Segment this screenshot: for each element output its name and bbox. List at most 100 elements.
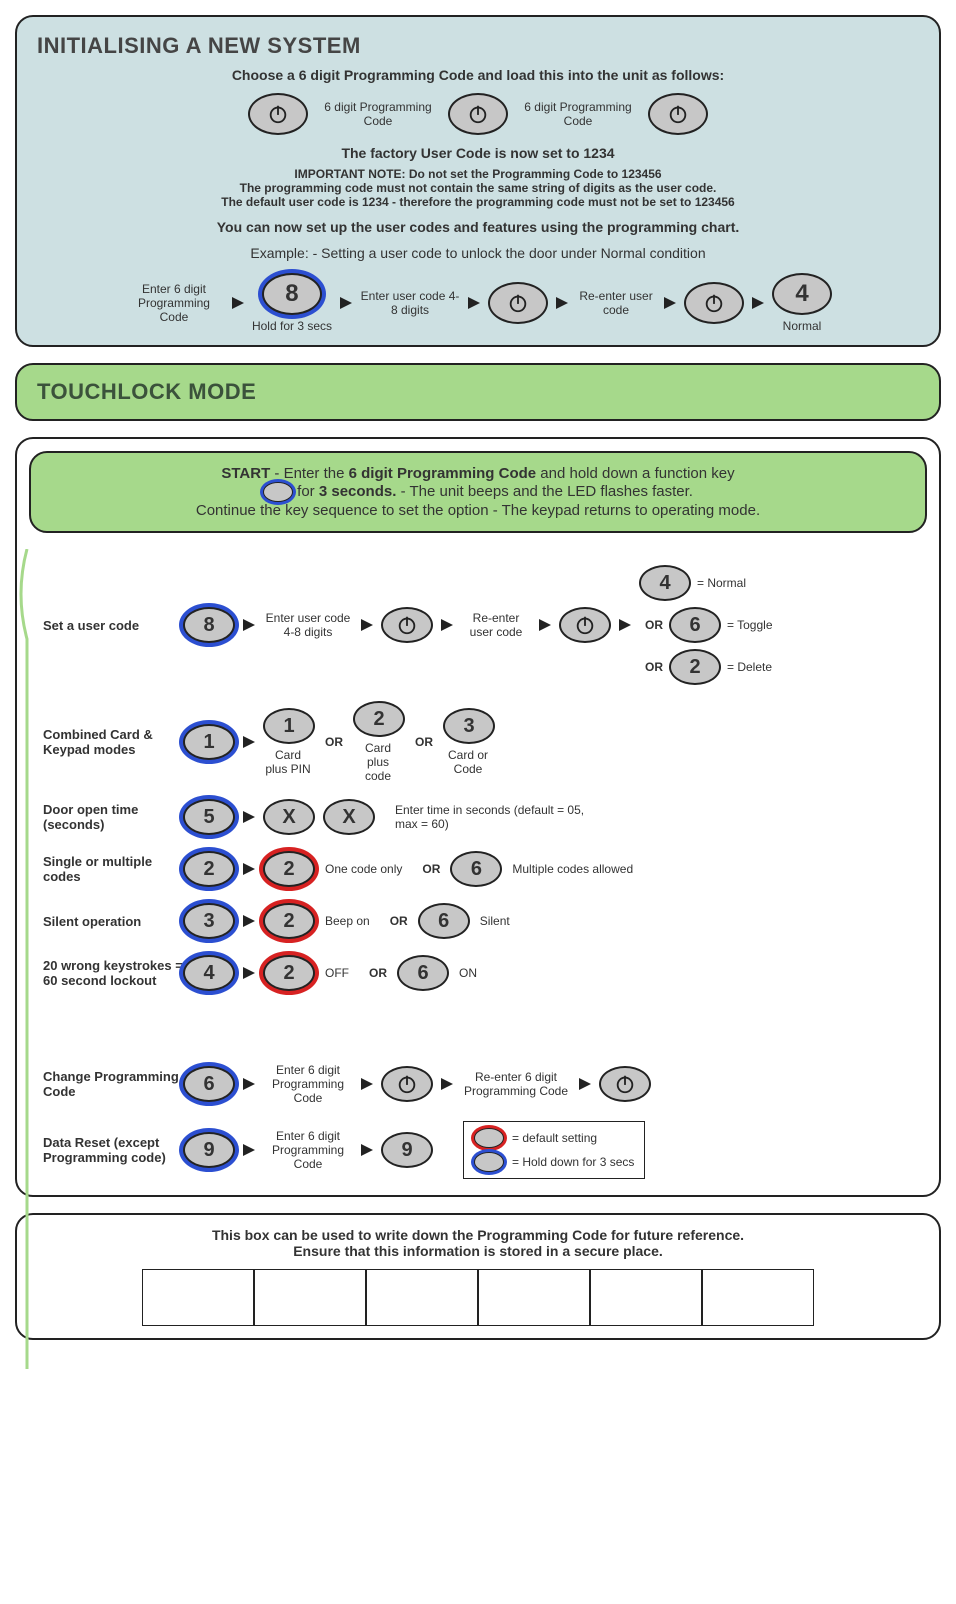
row-set-user-code: Set a user code 8 Enter user code 4-8 di… — [43, 565, 939, 685]
ex-enteruser: Enter user code 4-8 digits — [360, 289, 460, 317]
arrow-icon — [579, 1078, 591, 1090]
key-2-default: 2 — [263, 955, 315, 991]
code-box[interactable] — [478, 1269, 590, 1326]
power-icon — [599, 1066, 651, 1102]
start-line2: for 3 seconds. - The unit beeps and the … — [51, 482, 905, 502]
footer-panel: This box can be used to write down the P… — [15, 1213, 941, 1340]
key-1: 1 — [183, 724, 235, 760]
key-6: 6 — [418, 903, 470, 939]
row-lockout: 20 wrong keystrokes = 60 second lockout … — [43, 955, 939, 991]
arrow-icon — [664, 297, 676, 309]
power-icon — [488, 282, 548, 324]
arrow-icon — [361, 1144, 373, 1156]
key-4: 4 — [639, 565, 691, 601]
arrow-icon — [539, 619, 551, 631]
key-2: 2 — [183, 851, 235, 887]
arrow-icon — [243, 619, 255, 631]
code-box[interactable] — [590, 1269, 702, 1326]
row-combined-modes: Combined Card & Keypad modes 1 1 Card pl… — [43, 701, 939, 783]
init-title: INITIALISING A NEW SYSTEM — [37, 33, 919, 59]
arrow-icon — [243, 863, 255, 875]
important-1: IMPORTANT NOTE: Do not set the Programmi… — [37, 167, 919, 181]
arrow-icon — [243, 736, 255, 748]
power-icon — [684, 282, 744, 324]
hold-label: Hold for 3 secs — [252, 319, 332, 333]
key-x: X — [323, 799, 375, 835]
key-3: 3 — [183, 903, 235, 939]
key-1: 1 — [263, 708, 315, 744]
normal-label: Normal — [772, 319, 832, 333]
ex-reenter: Re-enter user code — [576, 289, 656, 317]
legend-blue-pill — [474, 1152, 504, 1172]
key-2: 2 — [669, 649, 721, 685]
row-label: Data Reset (except Programming code) — [43, 1135, 183, 1165]
key-5: 5 — [183, 799, 235, 835]
start-line3: Continue the key sequence to set the opt… — [51, 502, 905, 519]
arrow-icon — [619, 619, 631, 631]
step-label: 6 digit Programming Code — [318, 100, 438, 128]
arrow-icon — [441, 1078, 453, 1090]
arrow-icon — [243, 811, 255, 823]
code-box[interactable] — [366, 1269, 478, 1326]
setup-line: You can now set up the user codes and fe… — [37, 219, 919, 235]
row-label: Combined Card & Keypad modes — [43, 727, 183, 757]
key-6: 6 — [669, 607, 721, 643]
key-3: 3 — [443, 708, 495, 744]
key-8: 8 — [183, 607, 235, 643]
power-icon — [381, 607, 433, 643]
row-label: Set a user code — [43, 618, 183, 633]
start-box: START - Enter the 6 digit Programming Co… — [29, 451, 927, 533]
arrow-icon — [441, 619, 453, 631]
row-label: Single or multiple codes — [43, 854, 183, 884]
row-label: Change Programming Code — [43, 1069, 183, 1099]
arrow-icon — [361, 1078, 373, 1090]
row-label: Silent operation — [43, 914, 183, 929]
row-data-reset: Data Reset (except Programming code) 9 E… — [43, 1121, 939, 1179]
chart-panel: START - Enter the 6 digit Programming Co… — [15, 437, 941, 1197]
important-2: The programming code must not contain th… — [37, 181, 919, 195]
mode-title-panel: TOUCHLOCK MODE — [15, 363, 941, 421]
arrow-icon — [468, 297, 480, 309]
arrow-icon — [340, 297, 352, 309]
example-line: Example: - Setting a user code to unlock… — [37, 245, 919, 261]
arrow-icon — [361, 619, 373, 631]
power-icon — [559, 607, 611, 643]
row-single-multiple: Single or multiple codes 2 2 One code on… — [43, 851, 939, 887]
legend-box: = default setting = Hold down for 3 secs — [463, 1121, 645, 1179]
arrow-icon — [243, 1078, 255, 1090]
key-6: 6 — [450, 851, 502, 887]
arrow-icon — [243, 915, 255, 927]
init-panel: INITIALISING A NEW SYSTEM Choose a 6 dig… — [15, 15, 941, 347]
row-label: Door open time (seconds) — [43, 802, 183, 832]
init-intro: Choose a 6 digit Programming Code and lo… — [37, 67, 919, 83]
code-box[interactable] — [142, 1269, 254, 1326]
code-boxes — [37, 1269, 919, 1326]
power-icon — [648, 93, 708, 135]
key-4: 4 — [183, 955, 235, 991]
key-9: 9 — [183, 1132, 235, 1168]
row-label: 20 wrong keystrokes = 60 second lockout — [43, 958, 183, 988]
key-4: 4 — [772, 273, 832, 315]
row-door-open-time: Door open time (seconds) 5 X X Enter tim… — [43, 799, 939, 835]
footer-l1: This box can be used to write down the P… — [37, 1227, 919, 1243]
arrow-icon — [556, 297, 568, 309]
arrow-icon — [243, 1144, 255, 1156]
legend-red-pill — [474, 1128, 504, 1148]
arrow-icon — [752, 297, 764, 309]
start-line1: START - Enter the 6 digit Programming Co… — [51, 465, 905, 482]
key-9: 9 — [381, 1132, 433, 1168]
key-6: 6 — [183, 1066, 235, 1102]
arrow-icon — [232, 297, 244, 309]
step-label: 6 digit Programming Code — [518, 100, 638, 128]
power-icon — [248, 93, 308, 135]
key-8: 8 — [262, 273, 322, 315]
factory-line: The factory User Code is now set to 1234 — [37, 145, 919, 161]
ex-enter6: Enter 6 digit Programming Code — [124, 282, 224, 324]
code-box[interactable] — [254, 1269, 366, 1326]
row-change-code: Change Programming Code 6 Enter 6 digit … — [43, 1063, 939, 1105]
key-2-default: 2 — [263, 903, 315, 939]
code-box[interactable] — [702, 1269, 814, 1326]
power-icon — [448, 93, 508, 135]
arrow-icon — [243, 967, 255, 979]
hold-pill-icon — [263, 482, 293, 502]
